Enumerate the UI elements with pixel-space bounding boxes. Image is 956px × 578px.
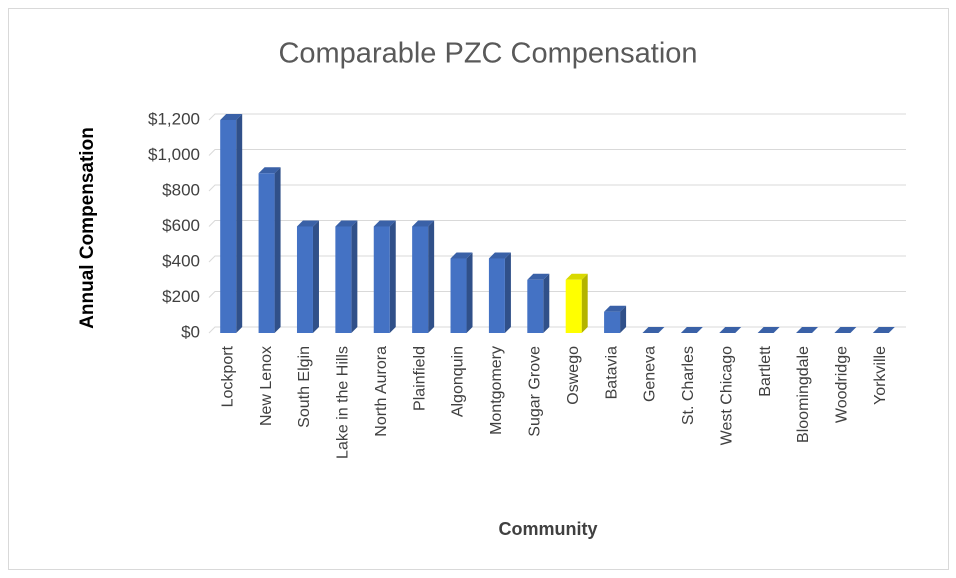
- x-axis-title: Community: [499, 519, 598, 539]
- bar-side: [428, 220, 435, 333]
- grid-line: [208, 184, 906, 192]
- bar: [872, 327, 895, 333]
- x-tick-label: Woodridge: [834, 346, 851, 423]
- x-tick-label: West Chicago: [718, 346, 735, 445]
- x-tick-label: Bartlett: [757, 345, 774, 396]
- x-tick-label: Batavia: [603, 346, 620, 399]
- bar-side: [466, 252, 473, 333]
- bar-side: [389, 220, 396, 333]
- bar-top: [527, 273, 550, 280]
- bar: [604, 305, 627, 333]
- x-tick-label: Sugar Grove: [527, 346, 544, 437]
- bar-top: [373, 220, 396, 227]
- bar: [335, 220, 358, 333]
- bar-side: [236, 114, 243, 333]
- y-tick-label: $0: [181, 322, 200, 341]
- bar: [450, 252, 473, 333]
- x-tick-label: Plainfield: [411, 346, 428, 411]
- bar-front: [412, 226, 429, 333]
- bar: [220, 114, 243, 333]
- bar-top: [872, 327, 895, 333]
- bar-front: [335, 226, 352, 333]
- chart-title: Comparable PZC Compensation: [278, 38, 697, 70]
- grid-line: [208, 255, 906, 263]
- bar-front: [373, 226, 390, 333]
- bar-top: [642, 327, 665, 333]
- bar: [373, 220, 396, 333]
- y-tick-label: $800: [162, 180, 200, 199]
- bar-side: [581, 273, 588, 333]
- bar-front: [220, 120, 237, 333]
- x-tick-label: Geneva: [642, 346, 659, 402]
- bar-front: [604, 311, 621, 333]
- bar-side: [543, 273, 550, 333]
- bar-top: [296, 220, 319, 227]
- x-tick-label: Montgomery: [488, 346, 505, 435]
- bar: [680, 327, 703, 333]
- grid-line: [208, 326, 906, 334]
- x-tick-label: Algonquin: [450, 346, 467, 417]
- y-axis-title: Annual Compensation: [77, 127, 98, 329]
- y-tick-label: $1,200: [148, 109, 200, 128]
- bar-side: [620, 305, 627, 333]
- bar-top: [450, 252, 473, 259]
- x-tick-label: New Lenox: [258, 346, 275, 426]
- bar-top: [719, 327, 742, 333]
- bar: [412, 220, 435, 333]
- bar-top: [258, 167, 281, 174]
- y-tick-label: $600: [162, 216, 200, 235]
- x-tick-label: Oswego: [565, 346, 582, 405]
- bar: [719, 327, 742, 333]
- bar-top: [796, 327, 819, 333]
- bar: [642, 327, 665, 333]
- bar-top: [680, 327, 703, 333]
- x-tick-label: St. Charles: [680, 346, 697, 425]
- bar-top: [335, 220, 358, 227]
- bar-top: [834, 327, 857, 333]
- y-tick-label: $200: [162, 287, 200, 306]
- bar-side: [351, 220, 358, 333]
- bar-side: [504, 252, 511, 333]
- bar: [488, 252, 511, 333]
- bar-top: [220, 114, 243, 120]
- bar-front: [488, 258, 505, 333]
- bar-front: [258, 173, 275, 333]
- bar: [258, 167, 281, 333]
- grid-line: [208, 220, 906, 227]
- y-tick-label: $1,000: [148, 145, 200, 164]
- bar: [796, 327, 819, 333]
- x-tick-label: South Elgin: [296, 346, 313, 428]
- bar-top: [604, 305, 627, 312]
- grid-line: [208, 149, 906, 156]
- bar: [296, 220, 319, 333]
- x-tick-label: Lake in the Hills: [335, 346, 352, 459]
- y-tick-label: $400: [162, 251, 200, 270]
- bar: [834, 327, 857, 333]
- bar-top: [488, 252, 511, 259]
- bar: [565, 273, 588, 333]
- bar-front: [527, 279, 544, 333]
- bar-side: [274, 167, 281, 333]
- bar-front: [450, 258, 467, 333]
- bar: [757, 327, 780, 333]
- bar-side: [312, 220, 319, 333]
- grid-line: [208, 113, 906, 121]
- bar-front: [565, 279, 582, 333]
- x-tick-label: Lockport: [219, 345, 236, 407]
- bar-front: [296, 226, 313, 333]
- bar-top: [412, 220, 435, 227]
- bar: [527, 273, 550, 333]
- grid-line: [208, 291, 906, 298]
- chart-border: [8, 8, 949, 570]
- x-tick-label: Yorkville: [872, 346, 889, 405]
- x-tick-label: Bloomingdale: [795, 346, 812, 443]
- bar-top: [565, 273, 588, 280]
- x-tick-label: North Aurora: [373, 346, 390, 437]
- bar-top: [757, 327, 780, 333]
